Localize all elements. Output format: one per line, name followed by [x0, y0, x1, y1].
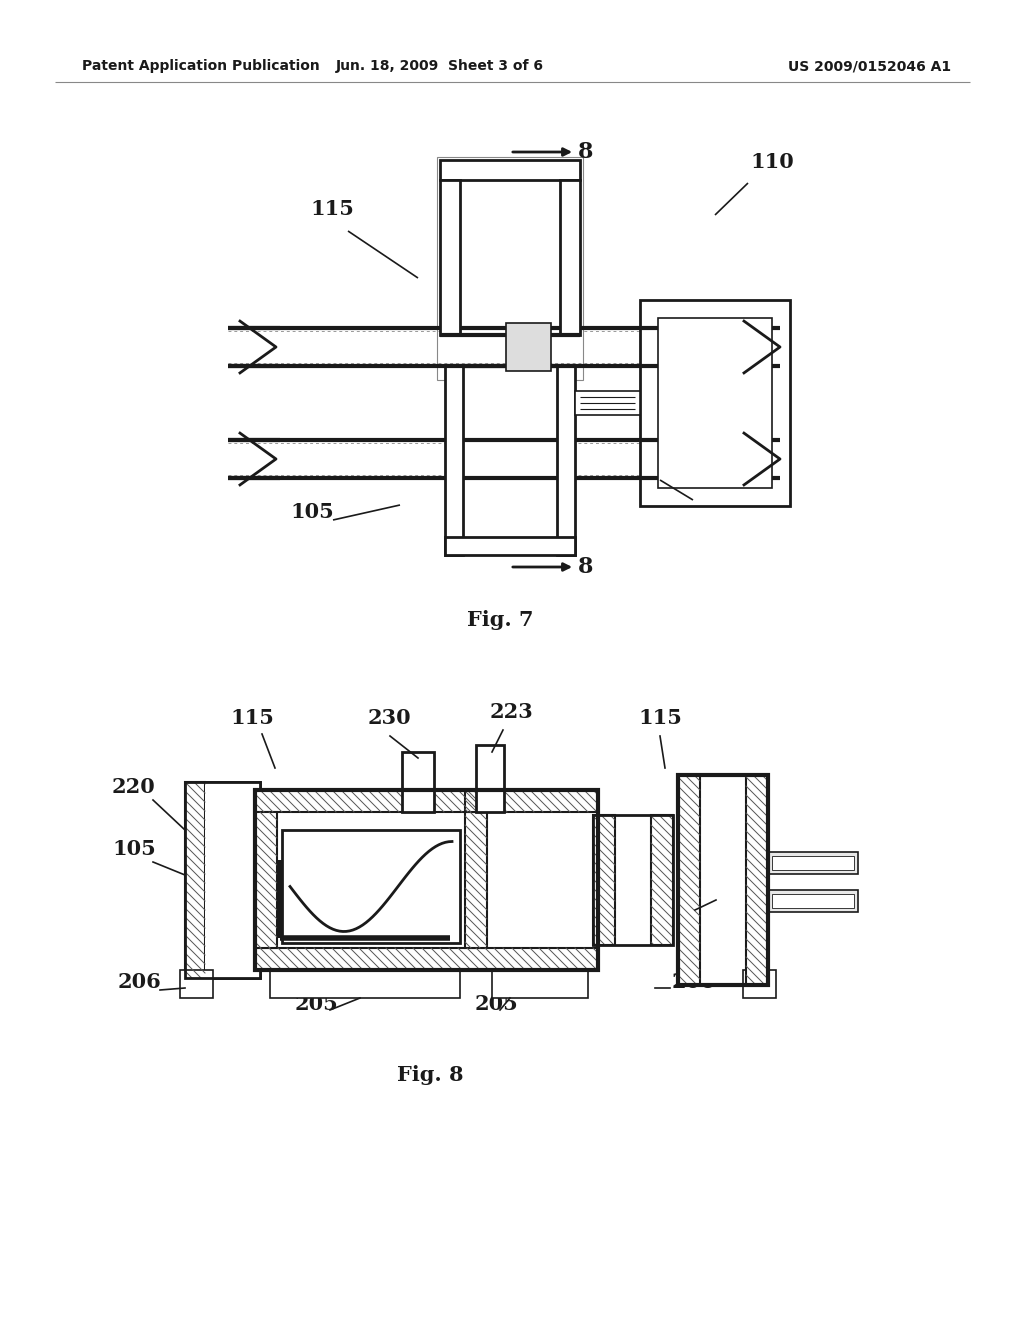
- Bar: [768, 890, 858, 912]
- Bar: [492, 970, 588, 998]
- Bar: [768, 851, 858, 874]
- Bar: [772, 855, 854, 870]
- Bar: [445, 366, 463, 554]
- Text: 8: 8: [578, 556, 594, 578]
- Bar: [465, 789, 487, 812]
- Bar: [640, 300, 790, 506]
- Bar: [445, 537, 575, 554]
- Text: 220: 220: [112, 777, 156, 797]
- Text: Patent Application Publication: Patent Application Publication: [82, 59, 319, 73]
- Bar: [593, 814, 673, 945]
- Text: US 2009/0152046 A1: US 2009/0152046 A1: [788, 59, 951, 73]
- Bar: [440, 180, 460, 335]
- Text: 110: 110: [718, 874, 762, 894]
- Bar: [651, 814, 673, 945]
- Text: 115: 115: [695, 474, 739, 494]
- Bar: [185, 781, 260, 978]
- Bar: [185, 781, 260, 978]
- Bar: [255, 948, 598, 970]
- Bar: [463, 366, 557, 537]
- Bar: [560, 180, 580, 335]
- Bar: [437, 157, 583, 380]
- Text: 206: 206: [672, 972, 716, 993]
- Text: 205: 205: [475, 994, 519, 1014]
- Bar: [460, 180, 560, 335]
- Text: 223: 223: [490, 702, 534, 722]
- Text: 115: 115: [310, 199, 354, 219]
- Bar: [185, 781, 205, 978]
- Bar: [772, 894, 854, 908]
- Bar: [440, 160, 580, 180]
- Bar: [255, 789, 598, 812]
- Bar: [700, 775, 746, 985]
- Text: 205: 205: [295, 994, 339, 1014]
- Bar: [557, 366, 575, 554]
- Bar: [658, 318, 772, 488]
- Text: Fig. 7: Fig. 7: [467, 610, 534, 630]
- Bar: [205, 781, 260, 978]
- Bar: [746, 775, 768, 985]
- Bar: [575, 391, 640, 414]
- Text: 206: 206: [118, 972, 162, 993]
- Bar: [678, 775, 768, 985]
- Bar: [593, 814, 615, 945]
- Text: 105: 105: [290, 502, 334, 521]
- Bar: [506, 323, 551, 371]
- Text: 8: 8: [578, 141, 594, 162]
- Text: Fig. 8: Fig. 8: [396, 1065, 463, 1085]
- Text: Jun. 18, 2009  Sheet 3 of 6: Jun. 18, 2009 Sheet 3 of 6: [336, 59, 544, 73]
- Text: 110: 110: [750, 152, 794, 172]
- Bar: [678, 775, 700, 985]
- Bar: [270, 970, 460, 998]
- Bar: [476, 744, 504, 812]
- Bar: [278, 812, 465, 948]
- Bar: [255, 789, 598, 970]
- Text: 115: 115: [638, 708, 682, 729]
- Bar: [402, 752, 434, 812]
- Bar: [487, 812, 598, 948]
- Bar: [615, 814, 651, 945]
- Text: 105: 105: [112, 840, 156, 859]
- Bar: [180, 970, 213, 998]
- Bar: [282, 830, 460, 942]
- Text: 115: 115: [230, 708, 273, 729]
- Text: 230: 230: [368, 708, 412, 729]
- Bar: [465, 812, 487, 948]
- Bar: [255, 812, 278, 948]
- Bar: [743, 970, 776, 998]
